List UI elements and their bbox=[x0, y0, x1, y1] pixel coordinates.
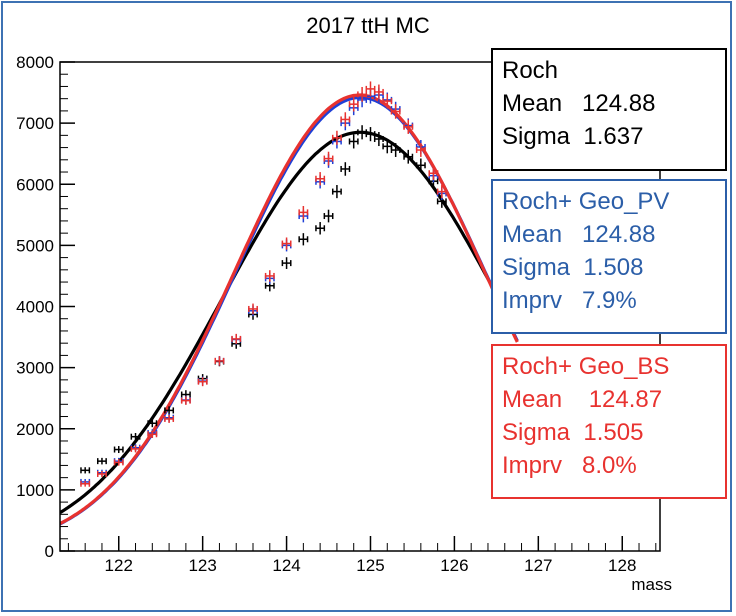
chart-title: 2017 ttH MC bbox=[306, 13, 430, 38]
data-point bbox=[298, 205, 309, 219]
data-point bbox=[130, 445, 141, 453]
data-points bbox=[80, 81, 447, 487]
x-tick-label: 125 bbox=[356, 556, 384, 575]
y-tick-label: 3000 bbox=[16, 359, 54, 378]
x-axis-label: mass bbox=[631, 575, 672, 594]
data-point bbox=[323, 151, 334, 166]
y-tick-label: 1000 bbox=[16, 481, 54, 500]
data-point bbox=[415, 143, 426, 157]
y-tick-label: 8000 bbox=[16, 53, 54, 72]
data-point bbox=[357, 125, 368, 140]
stat-box-title: Roch+ Geo_BS bbox=[502, 353, 670, 380]
data-point bbox=[180, 396, 191, 405]
x-tick-label: 123 bbox=[188, 556, 216, 575]
x-tick-label: 126 bbox=[440, 556, 468, 575]
y-tick-label: 4000 bbox=[16, 298, 54, 317]
data-point bbox=[315, 222, 326, 235]
y-tick-label: 5000 bbox=[16, 236, 54, 255]
data-point bbox=[264, 270, 275, 282]
data-point bbox=[147, 419, 158, 428]
data-point bbox=[331, 130, 342, 145]
stat-box-roch-geo-bs: Roch+ Geo_BS Mean 124.87 Sigma 1.505 Imp… bbox=[491, 344, 727, 499]
stat-box-roch-geo-pv: Roch+ Geo_PV Mean 124.88 Sigma 1.508 Imp… bbox=[491, 179, 727, 334]
data-point bbox=[340, 162, 351, 176]
data-point bbox=[436, 185, 447, 199]
stat-mean: Mean 124.88 bbox=[502, 221, 656, 248]
data-point bbox=[164, 406, 175, 415]
data-point bbox=[428, 166, 439, 180]
stat-mean: Mean 124.88 bbox=[502, 90, 656, 117]
stat-sigma: Sigma 1.505 bbox=[502, 419, 644, 446]
y-tick-label: 7000 bbox=[16, 114, 54, 133]
x-tick-label: 127 bbox=[524, 556, 552, 575]
fit-curves bbox=[60, 93, 519, 526]
data-point bbox=[281, 257, 292, 269]
data-point bbox=[231, 333, 242, 344]
x-tick-label: 128 bbox=[608, 556, 636, 575]
data-point bbox=[382, 93, 393, 109]
data-point bbox=[373, 84, 384, 100]
stat-box-roch: Roch Mean 124.88 Sigma 1.637 bbox=[491, 48, 727, 171]
y-tick-label: 2000 bbox=[16, 420, 54, 439]
y-tick-label: 0 bbox=[45, 542, 54, 561]
data-point bbox=[357, 87, 368, 102]
stat-box-title: Roch bbox=[502, 57, 559, 84]
data-point bbox=[281, 237, 292, 250]
data-point bbox=[147, 430, 158, 438]
fit-curve-roch-geo-bs bbox=[60, 93, 519, 526]
data-point bbox=[97, 457, 107, 465]
stat-improvement: Imprv 7.9% bbox=[502, 287, 637, 314]
data-point bbox=[415, 158, 426, 173]
x-tick-label: 124 bbox=[272, 556, 300, 575]
stat-box-title: Roch+ Geo_PV bbox=[502, 188, 670, 215]
data-point bbox=[80, 480, 91, 487]
data-point bbox=[390, 104, 401, 119]
data-point bbox=[113, 459, 124, 466]
data-point bbox=[80, 467, 91, 474]
data-point bbox=[248, 303, 258, 315]
data-point bbox=[348, 96, 359, 112]
data-point bbox=[130, 432, 141, 441]
data-point bbox=[365, 127, 376, 142]
x-tick-label: 122 bbox=[105, 556, 133, 575]
data-point bbox=[197, 377, 208, 387]
data-point bbox=[164, 414, 175, 423]
data-point bbox=[315, 172, 326, 186]
stat-sigma: Sigma 1.637 bbox=[502, 123, 644, 150]
data-point bbox=[97, 470, 107, 478]
fit-curve-roch bbox=[60, 130, 519, 515]
data-point bbox=[390, 143, 401, 157]
data-point bbox=[403, 149, 414, 164]
axes: 0 1000 2000 3000 4000 5000 6000 7000 8000 122 123 1… bbox=[16, 53, 661, 575]
data-point bbox=[373, 131, 384, 147]
data-point bbox=[348, 134, 359, 149]
data-point bbox=[298, 233, 309, 246]
data-point bbox=[331, 185, 342, 199]
stat-sigma: Sigma 1.508 bbox=[502, 254, 644, 281]
stat-improvement: Imprv 8.0% bbox=[502, 452, 637, 479]
y-tick-label: 6000 bbox=[16, 175, 54, 194]
data-point bbox=[113, 446, 124, 454]
data-point bbox=[365, 81, 376, 97]
data-point bbox=[323, 209, 334, 223]
stat-mean: Mean 124.87 bbox=[502, 386, 663, 413]
data-point bbox=[340, 112, 351, 127]
data-point bbox=[403, 119, 414, 134]
data-point bbox=[214, 356, 225, 366]
